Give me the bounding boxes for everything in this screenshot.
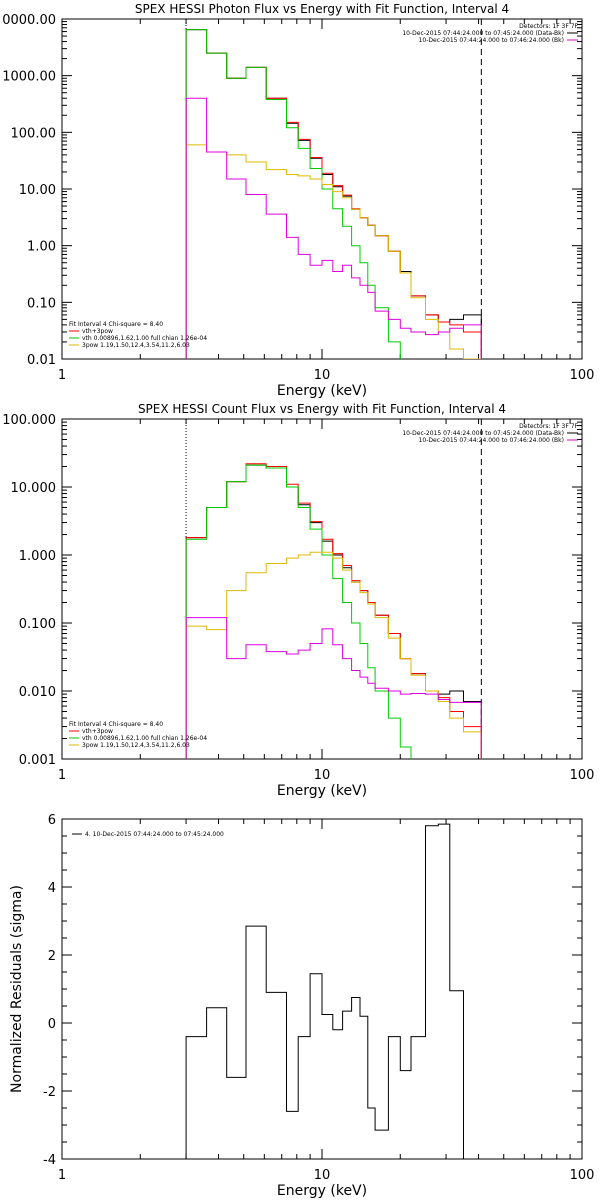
series-data xyxy=(185,29,482,359)
legend-entry: 4. 10-Dec-2015 07:44:24.000 to 07:45:24.… xyxy=(85,831,224,838)
y-tick-label: 0.010 xyxy=(19,685,56,700)
x-tick-label: 10 xyxy=(314,1168,331,1183)
y-tick-label: 10.00 xyxy=(19,183,56,198)
legend-entry: Fit Interval 4 Chi-square = 8.40 xyxy=(69,721,163,728)
y-tick-label: 100.00 xyxy=(11,126,57,141)
chart-title: SPEX HESSI Photon Flux vs Energy with Fi… xyxy=(135,2,509,16)
y-tick-label: 0000.00 xyxy=(2,13,56,28)
x-tick-label: 100 xyxy=(570,1168,595,1183)
x-tick-label: 100 xyxy=(570,368,595,383)
count-flux-plot: 1 10 100 100.000 10.000 1.000 0.100 0.010 0.001 S… xyxy=(2,402,594,799)
x-tick-label: 10 xyxy=(314,368,331,383)
legend-entry: vth+3pow xyxy=(82,328,113,335)
legend-entry: 10-Dec-2015 07:44:24.000 to 07:45:24.000… xyxy=(402,30,564,37)
legend-entry: 10-Dec-2015 07:44:24.000 to 07:45:24.000… xyxy=(402,430,564,437)
legend-entry: vth 0.00896,1.62,1.00 full chian 1.26e-0… xyxy=(82,335,207,342)
series-vth-3pow xyxy=(185,29,482,359)
y-tick-label: 0.100 xyxy=(19,617,56,632)
legend-top-left: 4. 10-Dec-2015 07:44:24.000 to 07:45:24.… xyxy=(72,831,224,838)
y-tick-label: -2 xyxy=(43,1085,56,1100)
y-tick-label: 1000.00 xyxy=(2,70,56,85)
y-tick-label: 1.00 xyxy=(27,240,56,255)
legend-entry: Detectors: 1F 3F 7F xyxy=(519,23,578,30)
x-tick-label: 100 xyxy=(570,768,595,783)
y-tick-label: 2 xyxy=(48,949,56,964)
y-tick-label: 100.000 xyxy=(2,413,56,428)
x-tick-label: 1 xyxy=(58,1168,66,1183)
legend-entry: Fit Interval 4 Chi-square = 8.40 xyxy=(69,321,163,328)
series-data xyxy=(185,464,482,759)
series-3pow xyxy=(185,551,482,759)
x-axis-label: Energy (keV) xyxy=(277,783,367,799)
y-tick-label: 10.000 xyxy=(11,481,57,496)
series-vth-3pow xyxy=(185,463,482,759)
legend-entry: vth+3pow xyxy=(82,728,113,735)
series-vth xyxy=(185,464,412,759)
series-3pow xyxy=(185,144,482,359)
x-tick-label: 10 xyxy=(314,768,331,783)
y-tick-label: 0.001 xyxy=(19,753,56,768)
legend-entry: 10-Dec-2015 07:44:24.000 to 07:46:24.000… xyxy=(419,37,564,44)
legend-entry: 3pow 1.19,1.50,12.4,3.54,11.2,6.03 xyxy=(82,342,190,349)
residuals-plot: 1 10 100 6 4 2 0 -2 -4 Energy (keV) Normalized Res… xyxy=(9,813,594,1199)
x-tick-label: 1 xyxy=(58,768,66,783)
x-tick-label: 1 xyxy=(58,368,66,383)
chart-title: SPEX HESSI Count Flux vs Energy with Fit… xyxy=(138,402,506,416)
y-tick-label: 0.01 xyxy=(27,353,56,368)
y-tick-label: 0.10 xyxy=(27,296,56,311)
legend-entry: 10-Dec-2015 07:44:24.000 to 07:46:24.000… xyxy=(419,437,564,444)
photon-flux-plot: 1 10 100 0000.00 1000.00 100.00 10.00 1.00 0.10 0… xyxy=(2,2,594,399)
plot-frame xyxy=(61,418,583,760)
legend-bottom-left: Fit Interval 4 Chi-square = 8.40vth+3pow… xyxy=(69,721,207,749)
series-bk xyxy=(185,97,482,359)
series-vth xyxy=(185,29,412,359)
legend-entry: 3pow 1.19,1.50,12.4,3.54,11.2,6.03 xyxy=(82,742,190,749)
series-residuals xyxy=(185,823,464,1159)
y-tick-label: -4 xyxy=(43,1153,56,1168)
legend-entry: vth 0.00896,1.62,1.00 full chian 1.26e-0… xyxy=(82,735,207,742)
y-tick-label: 6 xyxy=(48,813,56,828)
x-axis-label: Energy (keV) xyxy=(277,1183,367,1199)
y-tick-label: 4 xyxy=(48,881,56,896)
legend-entry: Detectors: 1F 3F 7F xyxy=(519,423,578,430)
y-axis-label: Normalized Residuals (sigma) xyxy=(9,885,25,1093)
y-tick-label: 1.000 xyxy=(19,549,56,564)
series-bk xyxy=(185,617,482,759)
x-axis-label: Energy (keV) xyxy=(277,383,367,399)
y-tick-label: 0 xyxy=(48,1017,56,1032)
legend-bottom-left: Fit Interval 4 Chi-square = 8.40vth+3pow… xyxy=(69,321,207,349)
